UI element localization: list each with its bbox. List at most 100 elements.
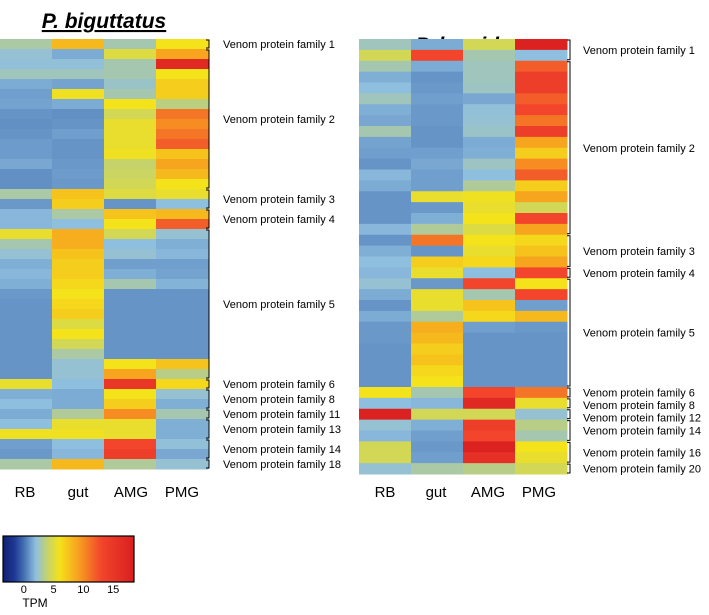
heatmap-cell xyxy=(359,452,412,464)
heatmap-cell xyxy=(156,369,209,380)
heatmap-cell xyxy=(463,463,516,475)
heatmap-cell xyxy=(104,459,157,470)
heatmap-cell xyxy=(515,147,568,160)
heatmap-cell xyxy=(463,202,516,214)
heatmap-cell xyxy=(0,399,53,410)
heatmap-cell xyxy=(156,239,209,250)
heatmap-cell xyxy=(463,310,516,323)
family-labels-biguttatus: Venom protein family 1 Venom protein fami… xyxy=(223,39,341,471)
heatmap-cell xyxy=(463,223,516,236)
heatmap-cell xyxy=(463,441,516,453)
heatmap-cell xyxy=(515,419,568,432)
heatmap-cell xyxy=(104,429,157,440)
heatmap-cell xyxy=(515,408,568,421)
family-bracket xyxy=(567,409,571,420)
heatmap-cell xyxy=(411,180,464,192)
heatmap-cell xyxy=(0,419,53,430)
heatmap-cell xyxy=(52,339,105,350)
heatmap-cell xyxy=(515,343,568,355)
column-label: RB xyxy=(375,484,396,501)
heatmap-cell xyxy=(156,459,209,470)
family-bracket xyxy=(567,278,571,387)
heatmap-cell xyxy=(411,376,464,388)
heatmap-cell xyxy=(156,359,209,370)
heatmap-cell xyxy=(52,389,105,400)
heatmap-cell xyxy=(359,49,412,62)
heatmap-cell xyxy=(52,349,105,360)
heatmap-cell xyxy=(411,441,464,453)
heatmap-cell xyxy=(515,354,568,366)
heatmap-cell xyxy=(104,259,157,270)
heatmap-cell xyxy=(52,59,105,70)
heatmap-cell xyxy=(0,459,53,470)
family-bracket xyxy=(567,398,571,409)
family-label: Venom protein family 4 xyxy=(583,268,695,280)
heatmap-cell xyxy=(359,289,412,301)
heatmap-cell xyxy=(411,39,464,51)
heatmap-cell xyxy=(0,39,53,50)
heatmap-cell xyxy=(52,369,105,380)
family-label: Venom protein family 18 xyxy=(223,459,341,471)
colorbar-label: TPM xyxy=(22,596,47,610)
heatmap-cell xyxy=(104,229,157,240)
heatmap-cell xyxy=(104,359,157,370)
heatmap-cell xyxy=(0,69,53,80)
heatmap-cell xyxy=(411,365,464,377)
heatmap-cell xyxy=(411,169,464,181)
family-label: Venom protein family 14 xyxy=(583,426,701,438)
heatmap-cell xyxy=(515,39,568,51)
heatmap-cell xyxy=(104,149,157,160)
panel-title-biguttatus: P. biguttatus xyxy=(42,10,166,33)
heatmap-cell xyxy=(104,249,157,260)
heatmap-cell xyxy=(411,452,464,464)
heatmap-cell xyxy=(515,452,568,464)
family-bracket xyxy=(567,463,571,474)
heatmap-cell xyxy=(0,329,53,340)
heatmap-cell xyxy=(0,129,53,140)
heatmap-cell xyxy=(411,289,464,301)
family-bracket xyxy=(206,419,210,439)
heatmap-cell xyxy=(359,343,412,355)
heatmap-cell xyxy=(515,126,568,138)
heatmap-cell xyxy=(104,119,157,130)
family-bracket xyxy=(206,189,210,209)
heatmap-cell xyxy=(359,332,412,345)
heatmap-cell xyxy=(0,219,53,230)
heatmap-cell xyxy=(0,309,53,320)
heatmap-cell xyxy=(515,278,568,290)
heatmap-cell xyxy=(463,136,516,149)
heatmap-cell xyxy=(52,79,105,90)
heatmap-panel-biguttatus: P. biguttatus Venom protein family 1Veno… xyxy=(0,10,341,501)
heatmap-cell xyxy=(156,389,209,400)
heatmap-cell xyxy=(104,129,157,140)
heatmap-cell xyxy=(463,93,516,105)
heatmap-cell xyxy=(515,115,568,127)
family-bracket xyxy=(567,267,571,278)
heatmap-cell xyxy=(156,189,209,200)
heatmap-cell xyxy=(156,179,209,190)
heatmap-cell xyxy=(0,359,53,370)
heatmap-cell xyxy=(104,289,157,300)
heatmap-cell xyxy=(104,49,157,60)
family-bracket xyxy=(206,459,210,469)
family-label: Venom protein family 6 xyxy=(223,379,335,391)
heatmap-cell xyxy=(52,99,105,110)
family-bracket xyxy=(206,49,210,189)
heatmap-cell xyxy=(359,213,412,225)
family-bracket xyxy=(567,420,571,441)
heatmap-cell xyxy=(411,332,464,345)
heatmap-cell xyxy=(52,169,105,180)
heatmap-cell xyxy=(515,234,568,247)
heatmap-cell xyxy=(0,179,53,190)
heatmap-cell xyxy=(52,269,105,280)
family-bracket xyxy=(567,61,571,235)
heatmap-cell xyxy=(104,389,157,400)
heatmap-cell xyxy=(104,309,157,320)
family-bracket xyxy=(206,439,210,459)
heatmap-cell xyxy=(156,429,209,440)
heatmap-cell xyxy=(52,69,105,80)
family-label: Venom protein family 1 xyxy=(583,45,695,57)
colorbar-gradient xyxy=(2,535,135,583)
heatmap-cell xyxy=(411,234,464,247)
column-label: AMG xyxy=(114,484,148,501)
